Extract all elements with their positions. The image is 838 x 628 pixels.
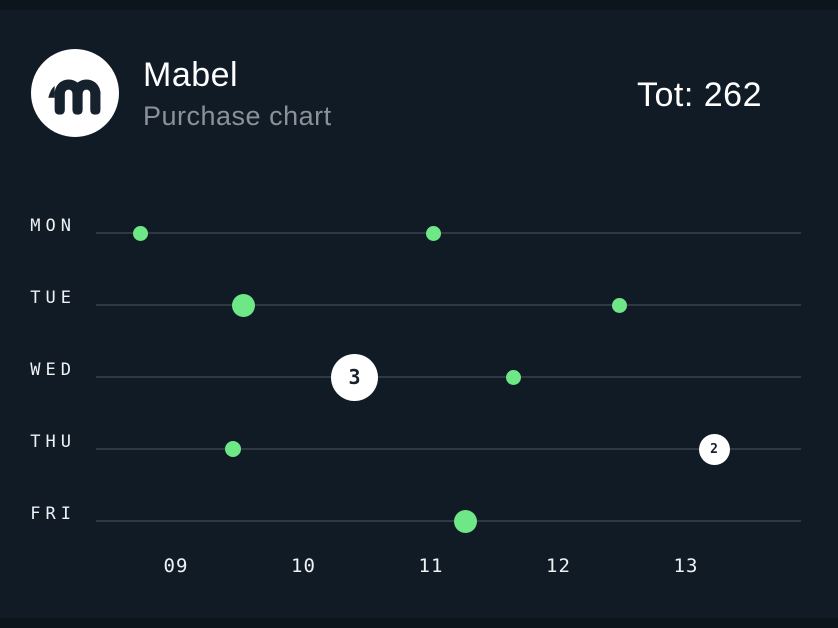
hour-tick-11: 11 [418, 555, 444, 577]
hour-tick-13: 13 [673, 555, 699, 577]
day-label-fri: FRI [30, 504, 76, 524]
day-label-mon: MON [30, 216, 76, 236]
day-label-thu: THU [30, 432, 76, 452]
hour-tick-09: 09 [163, 555, 189, 577]
purchase-dot [426, 225, 442, 241]
day-label-tue: TUE [30, 288, 76, 308]
total-counter: Tot: 262 [637, 76, 762, 114]
day-row-line-tue [96, 304, 801, 306]
top-edge-strip [0, 0, 838, 10]
purchase-dot [506, 369, 522, 385]
day-row-line-mon [96, 232, 801, 234]
day-row-line-fri [96, 520, 801, 522]
cluster-badge[interactable]: 3 [331, 353, 378, 401]
day-label-wed: WED [30, 360, 76, 380]
purchase-dot [612, 297, 628, 313]
day-row-line-wed [96, 376, 801, 378]
purchase-dot [453, 509, 477, 533]
hour-tick-10: 10 [291, 555, 316, 577]
bottom-edge-strip [0, 618, 838, 628]
purchase-dot [232, 293, 256, 317]
chart-subtitle: Purchase chart [143, 101, 332, 131]
day-row-line-thu [96, 448, 801, 450]
purchase-dot [225, 441, 242, 457]
app-title: Mabel [143, 56, 239, 94]
purchase-dot [132, 225, 148, 241]
logo-m-icon [48, 79, 101, 115]
hour-tick-12: 12 [546, 555, 571, 577]
cluster-badge[interactable]: 2 [698, 433, 730, 465]
mabel-logo [31, 49, 119, 137]
